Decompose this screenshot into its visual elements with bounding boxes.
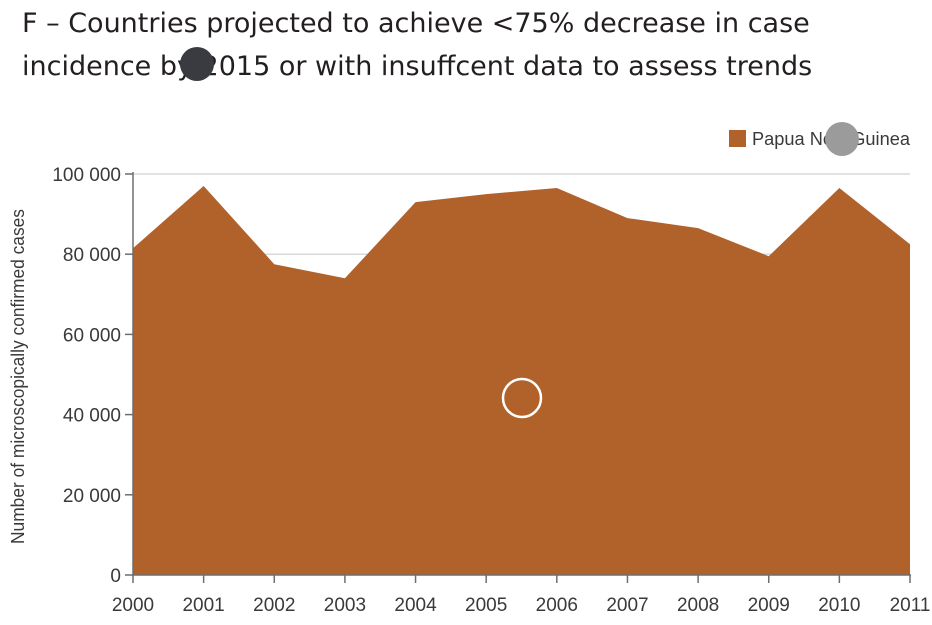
legend: Papua New Guinea	[729, 129, 911, 149]
x-tick-label-7: 2007	[606, 595, 648, 616]
x-tick-label-2: 2002	[253, 595, 295, 616]
x-tick-label-4: 2004	[394, 595, 437, 616]
y-axis-label: Number of microscopically confirmed case…	[8, 209, 28, 544]
x-tick-label-11: 2011	[890, 595, 931, 616]
x-tick-label-9: 2009	[748, 595, 790, 616]
cursor-marker-grey	[825, 122, 859, 156]
chart-title-line-1: F – Countries projected to achieve <75% …	[22, 8, 810, 39]
y-tick-label-3: 60 000	[63, 325, 121, 346]
y-tick-label-4: 80 000	[63, 245, 121, 266]
chart-title-line-2: incidence by 2015 or with insuffcent dat…	[22, 51, 813, 82]
cursor-marker-dark	[180, 47, 214, 81]
y-tick-label-5: 100 000	[52, 165, 121, 186]
x-tick-label-10: 2010	[818, 595, 860, 616]
cursor-ring	[501, 377, 543, 419]
y-tick-label-1: 20 000	[63, 486, 121, 507]
legend-swatch	[729, 130, 746, 147]
x-tick-label-1: 2001	[182, 595, 224, 616]
x-tick-label-3: 2003	[324, 595, 366, 616]
x-axis-ticks: 2000 2001 2002 2003 2004 2005 2006 2007 2008 2009…	[112, 575, 931, 616]
x-tick-label-8: 2008	[677, 595, 719, 616]
x-tick-label-5: 2005	[465, 595, 507, 616]
series-area-papua-new-guinea	[133, 186, 910, 575]
y-tick-label-2: 40 000	[63, 406, 121, 427]
x-tick-label-0: 2000	[112, 595, 154, 616]
axes	[132, 172, 911, 576]
y-axis-ticks: 0 20 000 40 000 60 000 80 000 100 000	[52, 165, 133, 587]
x-tick-label-6: 2006	[536, 595, 578, 616]
y-tick-label-0: 0	[110, 566, 121, 587]
chart-title: F – Countries projected to achieve <75% …	[22, 2, 902, 88]
